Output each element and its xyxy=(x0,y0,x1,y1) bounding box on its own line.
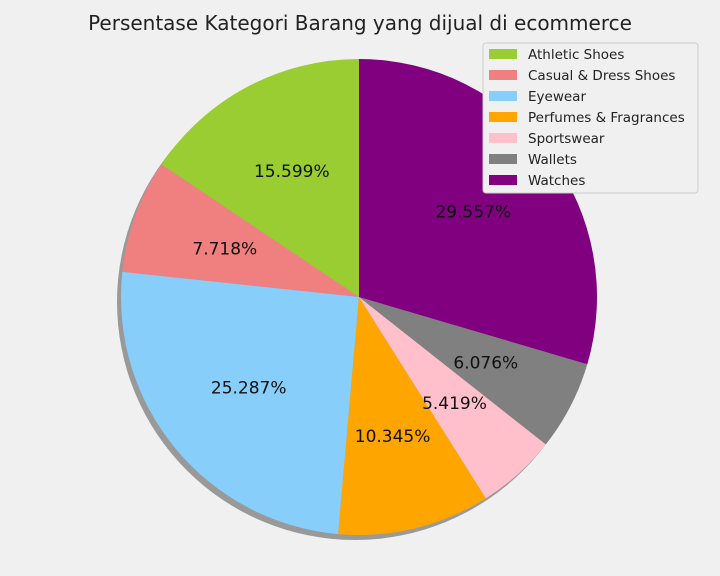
legend: Athletic Shoes Casual & Dress Shoes Eyewea… xyxy=(482,42,699,194)
pie-label-eyewear: 25.287% xyxy=(211,379,287,399)
pie-label-perfumes-fragrances: 10.345% xyxy=(355,427,431,447)
legend-swatch-watches xyxy=(489,175,517,185)
pie-slice-wallets xyxy=(359,297,588,445)
legend-label-wallets: Wallets xyxy=(528,152,577,168)
pie-labels: 15.599% 7.718% 25.287% 10.345% 5.419% 6.076% 2… xyxy=(192,162,518,447)
pie-slice-athletic-shoes xyxy=(161,59,359,297)
legend-swatch-sportswear xyxy=(489,133,517,143)
pie-slice-perfumes-fragrances xyxy=(338,297,486,535)
pie-label-wallets: 6.076% xyxy=(453,354,518,374)
pie-slice-watches xyxy=(359,59,597,365)
legend-swatch-casual-dress-shoes xyxy=(489,70,517,80)
pie-label-watches: 29.557% xyxy=(435,203,511,223)
legend-label-watches: Watches xyxy=(528,173,585,189)
legend-swatch-eyewear xyxy=(489,91,517,101)
pie-slice-casual-dress-shoes xyxy=(122,164,359,297)
pie-label-athletic-shoes: 15.599% xyxy=(254,162,330,182)
legend-swatch-wallets xyxy=(489,154,517,164)
legend-swatch-athletic-shoes xyxy=(489,49,517,59)
legend-label-perfumes-fragrances: Perfumes & Fragrances xyxy=(528,110,685,126)
pie-slices xyxy=(121,59,597,535)
pie-label-casual-dress-shoes: 7.718% xyxy=(192,239,257,259)
legend-label-eyewear: Eyewear xyxy=(528,89,586,105)
legend-label-athletic-shoes: Athletic Shoes xyxy=(528,47,624,63)
legend-label-sportswear: Sportswear xyxy=(528,131,605,147)
legend-box xyxy=(482,42,699,194)
legend-swatch-perfumes-fragrances xyxy=(489,112,517,122)
pie-slice-sportswear xyxy=(359,297,546,499)
legend-label-casual-dress-shoes: Casual & Dress Shoes xyxy=(528,68,675,84)
legend-items: Athletic Shoes Casual & Dress Shoes Eyewea… xyxy=(489,47,685,189)
pie-label-sportswear: 5.419% xyxy=(422,394,487,414)
chart-title: Persentase Kategori Barang yang dijual d… xyxy=(88,11,632,35)
pie-slice-eyewear xyxy=(121,271,359,535)
